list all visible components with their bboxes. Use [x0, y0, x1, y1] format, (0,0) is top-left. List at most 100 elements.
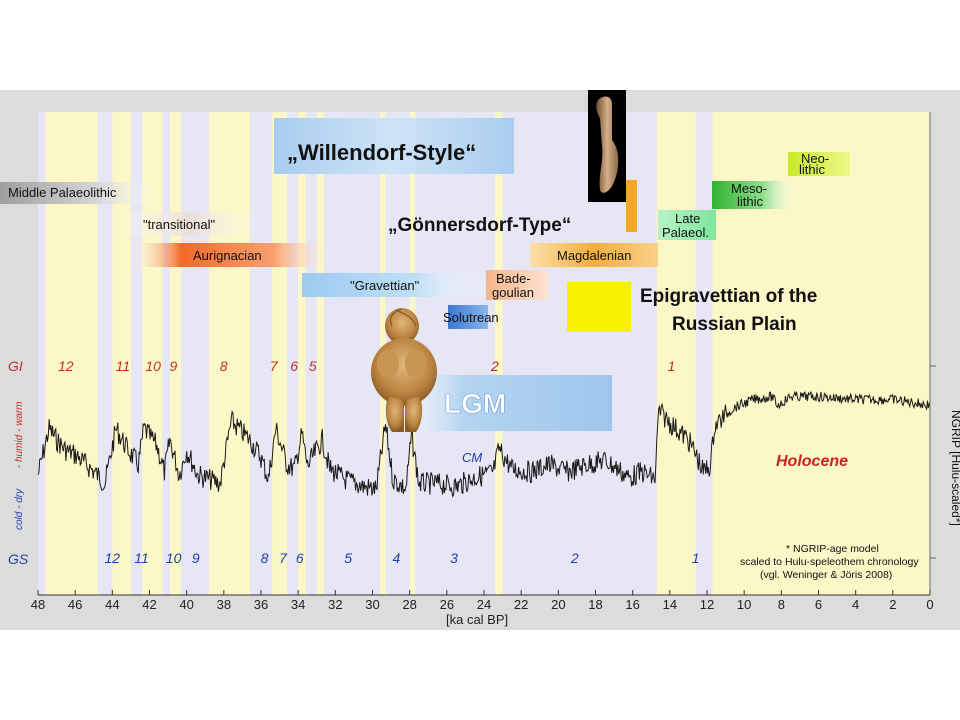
gs-number: 6 — [296, 550, 304, 566]
culture-label-mesolithic-1: Meso- — [731, 181, 767, 196]
gi-number: 12 — [58, 358, 74, 374]
x-tick-label: 34 — [291, 597, 305, 612]
x-tick-label: 28 — [402, 597, 416, 612]
gs-number: 2 — [570, 550, 579, 566]
gonnersdorf-figurine-image — [588, 90, 626, 202]
interstadial-band — [316, 112, 325, 595]
culture-label-neolithic-2: lithic — [799, 162, 826, 177]
x-tick-label: 8 — [778, 597, 785, 612]
gonnersdorf-type-label: „Gönnersdorf-Type“ — [388, 215, 571, 236]
culture-label-solutrean: Solutrean — [443, 310, 499, 325]
gonnersdorf-marker — [626, 180, 637, 232]
willendorf-style-band — [274, 118, 514, 174]
gs-number: 7 — [279, 550, 288, 566]
x-tick-label: 38 — [217, 597, 231, 612]
x-tick-label: 10 — [737, 597, 751, 612]
culture-bar-badegoulian — [486, 270, 548, 300]
culture-label-late-palaeolithic-1: Late — [675, 211, 700, 226]
epigravettian-label-2: Russian Plain — [672, 314, 797, 335]
warm-axis-label: humid - warm — [14, 401, 25, 462]
culture-bars: Middle Palaeolithic "transitional" Aurig… — [0, 151, 850, 329]
gi-axis-label: GI — [8, 358, 23, 374]
x-axis-label: [ka cal BP] — [446, 612, 508, 627]
culture-label-badegoulian-1: Bade- — [496, 271, 531, 286]
right-axis-label: NGRIP [Hulu-scaled*] — [949, 410, 960, 526]
x-tick-label: 48 — [31, 597, 45, 612]
x-tick-label: 6 — [815, 597, 822, 612]
culture-label-gravettian: "Gravettian" — [350, 278, 420, 293]
x-tick-label: 14 — [663, 597, 677, 612]
x-tick-label: 42 — [142, 597, 156, 612]
culture-bar-neolithic — [788, 152, 850, 176]
x-tick-label: 16 — [625, 597, 639, 612]
x-tick-label: 26 — [440, 597, 454, 612]
gs-axis-label: GS — [8, 551, 29, 567]
x-tick-label: 12 — [700, 597, 714, 612]
gi-numbers: 12 11 10 9 8 7 6 5 2 1 — [58, 358, 675, 374]
culture-label-transitional: "transitional" — [143, 217, 215, 232]
cm-label: CM — [462, 450, 482, 465]
x-axis-ticks: 48 46 44 42 40 38 36 34 32 30 28 26 24 22 20 18 16 14 12 10… — [31, 590, 934, 612]
lgm-label: LGM — [444, 388, 506, 419]
willendorf-venus-image — [371, 308, 437, 432]
culture-bar-magdalenian — [530, 243, 658, 267]
interstadial-band — [208, 112, 250, 595]
gs-number: 9 — [192, 550, 200, 566]
culture-bar-solutrean — [448, 305, 488, 329]
culture-label-late-palaeolithic-2: Palaeol. — [662, 225, 709, 240]
culture-label-badegoulian-2: goulian — [492, 285, 534, 300]
axis-dash-label: - — [14, 465, 25, 468]
x-tick-label: 18 — [588, 597, 602, 612]
x-tick-label: 40 — [179, 597, 193, 612]
gi-number: 7 — [270, 358, 279, 374]
chronology-note: * NGRIP-age model scaled to Hulu-speleot… — [740, 543, 922, 581]
gi-number: 8 — [220, 358, 228, 374]
gs-numbers: 12 11 10 9 8 7 6 5 4 3 2 1 — [104, 550, 699, 566]
interstadial-band — [272, 112, 288, 595]
gs-number: 10 — [166, 550, 182, 566]
interstadial-band — [298, 112, 306, 595]
x-tick-label: 24 — [477, 597, 491, 612]
gs-number: 12 — [104, 550, 120, 566]
x-tick-label: 44 — [105, 597, 119, 612]
gi-number: 6 — [290, 358, 298, 374]
culture-bar-middle-palaeolithic — [0, 182, 160, 204]
gi-number: 5 — [309, 358, 317, 374]
willendorf-style-label: „Willendorf-Style“ — [287, 140, 476, 165]
gi-number: 1 — [668, 358, 676, 374]
gs-number: 11 — [134, 550, 149, 566]
culture-bar-aurignacian — [130, 243, 335, 267]
x-tick-label: 4 — [852, 597, 859, 612]
gs-number: 5 — [344, 550, 352, 566]
ngrip-series-line — [37, 390, 931, 498]
gi-number: 10 — [145, 358, 161, 374]
holocene-label: Holocene — [776, 453, 848, 470]
x-tick-label: 46 — [68, 597, 82, 612]
x-tick-label: 2 — [889, 597, 896, 612]
gs-number: 1 — [692, 550, 700, 566]
culture-label-aurignacian: Aurignacian — [193, 248, 262, 263]
epigravettian-marker — [567, 282, 631, 332]
interstadial-band — [495, 112, 503, 595]
culture-label-middle-palaeolithic: Middle Palaeolithic — [8, 185, 117, 200]
gi-number: 9 — [170, 358, 178, 374]
interstadial-band — [169, 112, 182, 595]
interstadial-band — [656, 112, 696, 595]
x-tick-label: 30 — [365, 597, 379, 612]
x-tick-label: 0 — [926, 597, 933, 612]
x-tick-label: 22 — [514, 597, 528, 612]
culture-bar-mesolithic — [712, 181, 797, 209]
x-tick-label: 36 — [254, 597, 268, 612]
gs-number: 4 — [393, 550, 401, 566]
culture-label-magdalenian: Magdalenian — [557, 248, 631, 263]
culture-bar-gravettian — [302, 273, 490, 297]
gi-number: 11 — [116, 358, 131, 374]
x-tick-label: 20 — [551, 597, 565, 612]
x-tick-label: 32 — [328, 597, 342, 612]
culture-label-neolithic-1: Neo- — [801, 151, 829, 166]
gs-number: 3 — [450, 550, 458, 566]
culture-bar-transitional — [118, 212, 260, 236]
epigravettian-label-1: Epigravettian of the — [640, 286, 817, 307]
culture-label-mesolithic-2: lithic — [737, 194, 764, 209]
